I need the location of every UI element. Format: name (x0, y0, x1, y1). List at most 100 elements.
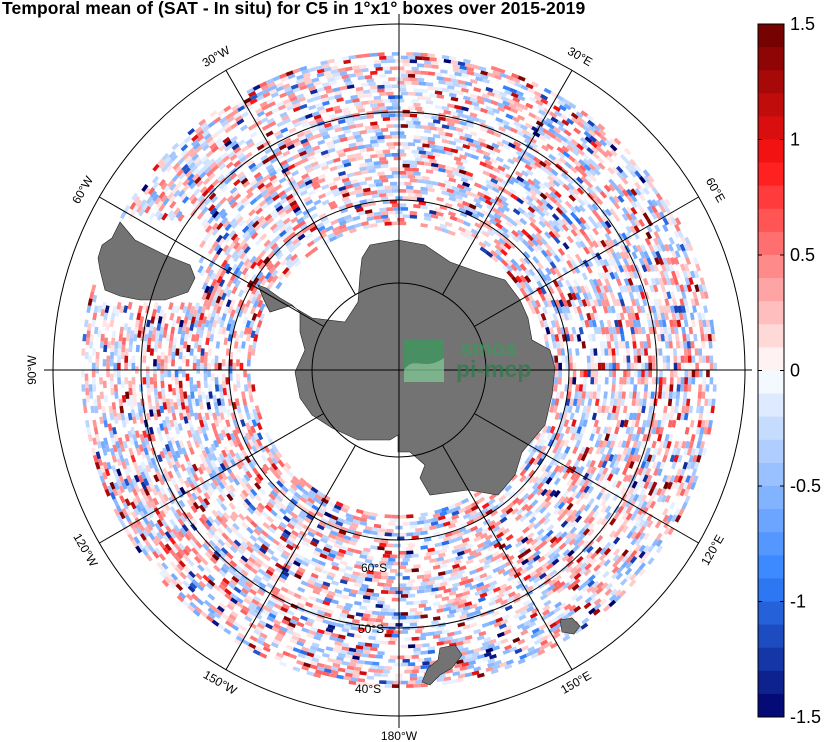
heatmap-cell (254, 613, 263, 620)
heatmap-cell (386, 174, 394, 179)
heatmap-cell (597, 362, 602, 370)
heatmap-cell (326, 555, 335, 562)
heatmap-cell (572, 370, 577, 378)
heatmap-cell (247, 344, 253, 353)
heatmap-cell (549, 242, 557, 251)
heatmap-cell (291, 543, 300, 550)
heatmap-cell (634, 298, 640, 307)
heatmap-cell (423, 537, 432, 542)
heatmap-cell (564, 426, 571, 435)
heatmap-cell (162, 493, 170, 502)
heatmap-cell (413, 153, 421, 158)
heatmap-cell (382, 81, 391, 85)
heatmap-cell (602, 291, 608, 300)
heatmap-cell (325, 140, 334, 147)
heatmap-cell (511, 116, 520, 123)
heatmap-cell (448, 627, 457, 633)
heatmap-cell (357, 75, 366, 81)
heatmap-cell (151, 308, 157, 317)
heatmap-cell (604, 505, 612, 514)
heatmap-cell (188, 473, 195, 482)
heatmap-cell (211, 309, 217, 318)
heatmap-cell (205, 291, 212, 300)
heatmap-cell (255, 193, 263, 201)
heatmap-cell (622, 355, 627, 363)
heatmap-cell (604, 278, 611, 287)
heatmap-cell (675, 312, 681, 321)
heatmap-cell (452, 82, 461, 88)
heatmap-cell (614, 341, 619, 349)
heatmap-cell (493, 238, 502, 246)
heatmap-cell (279, 107, 288, 114)
heatmap-cell (364, 125, 373, 131)
heatmap-cell (552, 445, 559, 454)
heatmap-cell (269, 223, 278, 231)
heatmap-cell (207, 139, 216, 147)
heatmap-cell (252, 277, 260, 286)
heatmap-cell (490, 509, 499, 517)
heatmap-cell (492, 108, 501, 114)
heatmap-cell (302, 524, 311, 532)
heatmap-cell (207, 516, 215, 524)
heatmap-cell (593, 312, 599, 321)
heatmap-cell (190, 391, 195, 399)
heatmap-cell (553, 236, 561, 244)
heatmap-cell (277, 221, 286, 230)
heatmap-cell (626, 284, 633, 293)
heatmap-cell (423, 522, 432, 528)
heatmap-cell (504, 604, 513, 612)
heatmap-cell (146, 380, 151, 389)
heatmap-cell (488, 173, 497, 180)
heatmap-cell (453, 156, 462, 162)
heatmap-cell (199, 402, 204, 410)
heatmap-cell (270, 541, 279, 549)
heatmap-cell (354, 549, 362, 555)
heatmap-cell (483, 559, 492, 566)
heatmap-cell (502, 589, 511, 597)
heatmap-cell (226, 391, 232, 399)
heatmap-cell (583, 370, 588, 378)
heatmap-cell (307, 510, 316, 518)
heatmap-cell (413, 88, 421, 93)
heatmap-cell (604, 220, 612, 229)
heatmap-cell (352, 98, 360, 103)
heatmap-cell (304, 250, 313, 258)
heatmap-cell (131, 488, 138, 497)
heatmap-cell (483, 240, 492, 248)
heatmap-cell (498, 211, 507, 219)
heatmap-cell (231, 286, 238, 295)
heatmap-cell (222, 244, 230, 253)
heatmap-cell (269, 576, 278, 583)
heatmap-cell (634, 433, 640, 442)
heatmap-cell (625, 467, 632, 476)
heatmap-cell (538, 432, 546, 441)
heatmap-cell (593, 384, 598, 392)
heatmap-cell (189, 305, 196, 314)
heatmap-cell (156, 426, 162, 435)
heatmap-cell (163, 426, 169, 435)
heatmap-cell (592, 498, 600, 507)
heatmap-cell (397, 116, 405, 121)
heatmap-cell (138, 501, 145, 509)
heatmap-cell (206, 401, 212, 410)
heatmap-cell (341, 196, 350, 202)
heatmap-cell (311, 604, 320, 611)
heatmap-cell (339, 174, 348, 180)
heatmap-cell (582, 259, 590, 268)
heatmap-cell (572, 446, 579, 455)
heatmap-cell (316, 124, 325, 131)
heatmap-cell (661, 277, 668, 286)
heatmap-cell (399, 189, 407, 193)
heatmap-cell (256, 309, 263, 318)
heatmap-cell (617, 505, 625, 514)
heatmap-cell (301, 488, 309, 496)
heatmap-cell (626, 188, 634, 197)
heatmap-cell (199, 362, 204, 370)
heatmap-cell (431, 129, 439, 135)
heatmap-cell (234, 168, 243, 176)
heatmap-cell (575, 384, 580, 392)
heatmap-cell (489, 218, 497, 226)
heatmap-cell (453, 544, 462, 550)
heatmap-cell (642, 218, 650, 227)
heatmap-cell (112, 444, 118, 453)
